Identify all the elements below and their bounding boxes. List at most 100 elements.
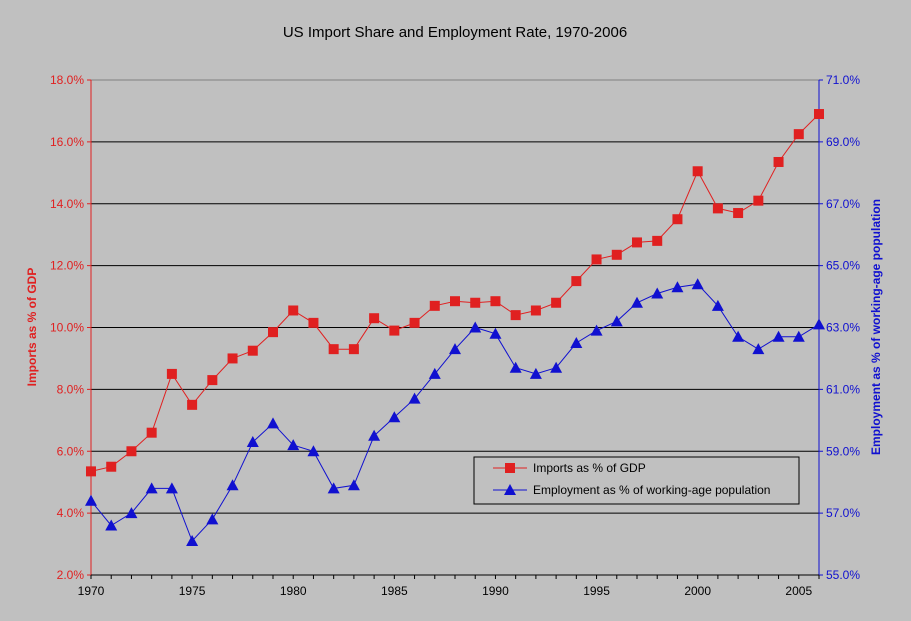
data-point-square xyxy=(450,296,460,307)
data-point-triangle xyxy=(449,343,461,355)
right-tick-label: 69.0% xyxy=(826,135,860,149)
series-layer xyxy=(85,109,825,546)
data-point-square xyxy=(146,427,157,438)
data-point-triangle xyxy=(307,445,320,457)
data-point-triangle xyxy=(732,330,745,342)
left-tick-label: 4.0% xyxy=(57,506,85,520)
x-tick-label: 1995 xyxy=(583,584,610,598)
data-point-square xyxy=(490,296,501,307)
data-point-triangle xyxy=(691,278,704,290)
data-point-square xyxy=(429,300,440,311)
data-point-triangle xyxy=(631,296,643,308)
data-point-square xyxy=(753,195,764,206)
left-axis-label: Imports as % of GDP xyxy=(25,268,39,387)
data-point-square xyxy=(288,305,299,316)
data-point-triangle xyxy=(368,429,381,441)
right-tick-label: 63.0% xyxy=(826,321,860,335)
data-point-square xyxy=(793,129,804,140)
legend-marker-employment xyxy=(504,484,516,495)
left-tick-label: 18.0% xyxy=(50,73,84,87)
left-axis-ticks: 2.0% 4.0% 6.0% 8.0% 10.0% 12.0% 14.0% 16.0% 18.0… xyxy=(50,73,91,582)
data-point-square xyxy=(672,214,683,225)
data-point-square xyxy=(632,237,642,248)
data-point-triangle xyxy=(327,482,340,494)
x-tick-label: 1985 xyxy=(381,584,408,598)
data-point-triangle xyxy=(347,479,360,491)
data-point-triangle xyxy=(388,411,401,423)
left-tick-label: 14.0% xyxy=(50,197,84,211)
legend-box xyxy=(473,456,800,505)
data-point-triangle xyxy=(186,534,199,546)
data-point-square xyxy=(551,297,562,308)
data-point-square xyxy=(814,109,824,120)
data-point-square xyxy=(571,276,582,287)
data-point-triangle xyxy=(105,519,118,531)
data-point-triangle xyxy=(408,392,421,404)
data-point-square xyxy=(591,254,602,265)
data-point-triangle xyxy=(610,315,623,327)
right-tick-label: 67.0% xyxy=(826,197,860,211)
data-point-triangle xyxy=(206,513,219,525)
data-point-square xyxy=(369,313,380,324)
data-point-square xyxy=(308,317,319,328)
data-point-square xyxy=(106,461,117,472)
data-point-square xyxy=(409,317,420,328)
x-axis-ticks: 1970 1975 1980 1985 1990 1995 2000 2005 xyxy=(78,575,820,598)
x-tick-label: 1980 xyxy=(280,584,307,598)
right-tick-label: 55.0% xyxy=(826,568,860,582)
data-point-square xyxy=(247,345,258,356)
data-point-triangle xyxy=(246,435,259,447)
data-point-square xyxy=(187,399,198,410)
data-point-square xyxy=(470,297,481,308)
chart-title: US Import Share and Employment Rate, 197… xyxy=(283,24,627,41)
data-point-triangle xyxy=(267,417,279,429)
data-point-triangle xyxy=(772,330,785,342)
data-point-square xyxy=(86,466,96,477)
right-tick-label: 71.0% xyxy=(826,73,860,87)
right-tick-label: 57.0% xyxy=(826,506,860,520)
data-point-triangle xyxy=(125,507,138,519)
legend-marker-imports xyxy=(505,463,515,473)
series-1 xyxy=(85,278,825,546)
data-point-square xyxy=(389,325,400,336)
legend-label-imports: Imports as % of GDP xyxy=(533,461,646,475)
data-point-square xyxy=(773,156,784,167)
left-tick-label: 10.0% xyxy=(50,321,84,335)
data-point-square xyxy=(692,166,703,177)
data-point-square xyxy=(652,235,663,246)
data-point-triangle xyxy=(550,361,563,373)
data-point-square xyxy=(712,203,723,214)
data-point-triangle xyxy=(489,327,502,339)
data-point-triangle xyxy=(469,321,482,333)
left-tick-label: 16.0% xyxy=(50,135,84,149)
data-point-triangle xyxy=(671,281,684,293)
data-point-square xyxy=(207,375,218,386)
right-tick-label: 61.0% xyxy=(826,382,860,396)
data-point-triangle xyxy=(287,439,300,451)
right-tick-label: 65.0% xyxy=(826,259,860,273)
data-point-square xyxy=(166,368,177,379)
data-point-square xyxy=(611,249,622,260)
right-tick-label: 59.0% xyxy=(826,444,860,458)
data-point-square xyxy=(227,353,238,364)
right-axis-ticks: 55.0% 57.0% 59.0% 61.0% 63.0% 65.0% 67.0% 69.0%… xyxy=(819,73,860,582)
left-tick-label: 12.0% xyxy=(50,259,84,273)
data-point-square xyxy=(733,208,744,219)
data-point-triangle xyxy=(145,482,158,494)
left-tick-label: 6.0% xyxy=(57,444,85,458)
data-point-triangle xyxy=(226,479,239,491)
data-point-triangle xyxy=(529,367,542,379)
gridlines xyxy=(91,141,819,514)
data-point-square xyxy=(126,446,137,457)
x-tick-label: 1975 xyxy=(179,584,206,598)
data-point-triangle xyxy=(165,482,178,494)
data-point-triangle xyxy=(509,361,522,373)
right-axis-label: Employment as % of working-age populatio… xyxy=(869,199,883,455)
data-point-triangle xyxy=(590,324,603,336)
data-point-square xyxy=(510,310,521,321)
x-tick-label: 1990 xyxy=(482,584,509,598)
legend-label-employment: Employment as % of working-age populatio… xyxy=(533,483,770,497)
data-point-triangle xyxy=(428,367,441,379)
data-point-triangle xyxy=(792,330,805,342)
